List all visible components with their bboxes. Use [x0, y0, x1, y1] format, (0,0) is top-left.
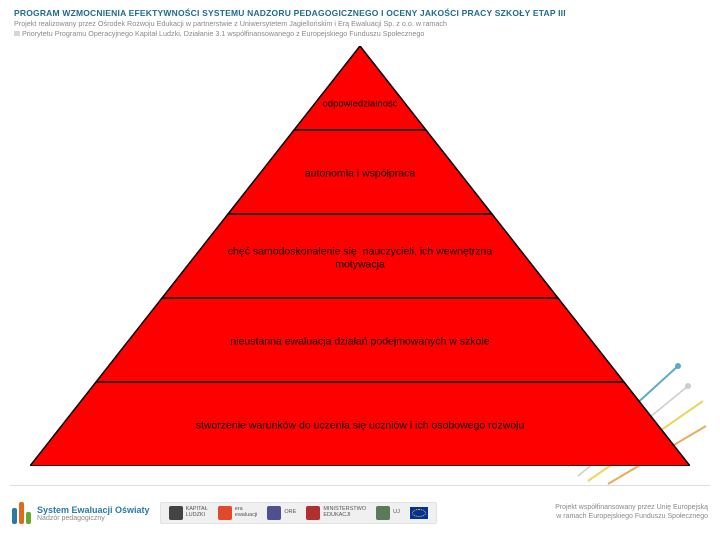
partner-logo-icon	[306, 506, 320, 520]
seo-logo-text: System Ewaluacji Oświaty Nadzór pedagogi…	[37, 505, 150, 522]
pyramid-labels: odpowiedzialność autonomia i współpraca ch…	[30, 46, 690, 466]
pyramid-diagram: odpowiedzialność autonomia i współpraca ch…	[30, 46, 690, 466]
partner-logo-text: MINISTERSTWOEDUKACJI	[323, 507, 366, 519]
seo-mark-icon	[12, 502, 31, 524]
partner-logo-text: UJ	[393, 510, 400, 516]
partner-logo-4: MINISTERSTWOEDUKACJI	[306, 506, 366, 520]
eu-note-1: Projekt współfinansowany przez Unię Euro…	[555, 504, 708, 513]
pyramid-label-4: nieustanna ewaluacja działań podejmowany…	[230, 336, 489, 349]
program-subtitle-1: Projekt realizowany przez Ośrodek Rozwoj…	[14, 19, 706, 28]
partner-logo-2: eraewaluacji	[218, 506, 258, 520]
partner-logo-icon	[376, 506, 390, 520]
program-subtitle-2: III Priorytetu Programu Operacyjnego Kap…	[14, 29, 706, 38]
slide-header: PROGRAM WZMOCNIENIA EFEKTYWNOŚCI SYSTEMU…	[0, 0, 720, 43]
partner-logo-text: ORE	[284, 510, 296, 516]
seo-line2: Nadzór pedagogiczny	[37, 515, 150, 522]
seo-line1: System Ewaluacji Oświaty	[37, 505, 150, 515]
partner-logo-icon	[218, 506, 232, 520]
partner-logo-icon	[169, 506, 183, 520]
pyramid-label-1: odpowiedzialność	[323, 98, 398, 109]
pyramid-label-5: stworzenie warunków do uczenia się uczni…	[196, 420, 525, 433]
pyramid-container: odpowiedzialność autonomia i współpraca ch…	[0, 46, 720, 466]
eu-note-2: w ramach Europejskiego Funduszu Społeczn…	[555, 513, 708, 522]
partner-logo-1: KAPITAŁLUDZKI	[169, 506, 208, 520]
partner-logo-text: eraewaluacji	[235, 507, 258, 519]
partner-logo-icon	[267, 506, 281, 520]
partner-logo-5: UJ	[376, 506, 400, 520]
eu-funding-note: Projekt współfinansowany przez Unię Euro…	[555, 504, 708, 522]
eu-flag-icon	[410, 507, 428, 519]
pyramid-label-2: autonomia i współpraca	[305, 168, 415, 181]
partner-logo-strip: KAPITAŁLUDZKI eraewaluacji ORE MINISTERSTWO…	[160, 502, 437, 524]
pyramid-label-3: chęć samodoskonalenie się nauczycieli, i…	[228, 245, 492, 270]
partner-logo-3: ORE	[267, 506, 296, 520]
program-title: PROGRAM WZMOCNIENIA EFEKTYWNOŚCI SYSTEMU…	[14, 8, 706, 18]
seo-logo: System Ewaluacji Oświaty Nadzór pedagogi…	[12, 502, 150, 524]
partner-logo-text: KAPITAŁLUDZKI	[186, 507, 208, 519]
footer: System Ewaluacji Oświaty Nadzór pedagogi…	[0, 484, 720, 540]
